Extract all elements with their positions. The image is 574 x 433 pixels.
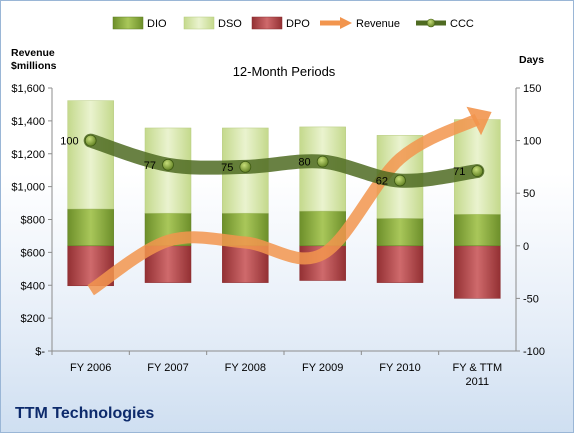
ccc-data-label: 80: [298, 157, 310, 169]
bar-dpo: [376, 245, 424, 283]
legend-marker-ccc: [426, 18, 436, 28]
left-tick-label: $1,200: [11, 149, 45, 161]
left-tick-label: $200: [21, 313, 45, 325]
legend: DIO DSO DPO Revenue CCC: [112, 16, 474, 30]
left-tick-label: $-: [35, 346, 45, 358]
left-axis-label-line1: Revenue: [11, 47, 55, 59]
ccc-data-label: 75: [221, 162, 233, 174]
right-tick-label: 50: [523, 188, 535, 200]
left-tick-label: $600: [21, 247, 45, 259]
bar-group: [67, 100, 501, 299]
left-axis-label-line2: $millions: [11, 60, 57, 72]
ccc-point: [471, 165, 484, 178]
x-tick-label: FY 2007: [147, 362, 188, 374]
legend-swatch-dio: [112, 16, 144, 30]
ccc-point: [316, 155, 329, 168]
left-tick-label: $400: [21, 280, 45, 292]
revenue-arrowhead: [466, 106, 492, 136]
bar-dso: [67, 100, 114, 210]
right-tick-label: 150: [523, 83, 541, 95]
bar-dio: [67, 208, 114, 247]
right-tick-label: 100: [523, 136, 541, 148]
chart-title: 12-Month Periods: [233, 64, 336, 79]
ccc-point: [239, 160, 252, 173]
bar-dio: [454, 213, 501, 247]
left-tick-label: $800: [21, 215, 45, 227]
axis-ticks: $- $200 $400 $600 $800 $1,000 $1,200 $1,400 $1,6…: [11, 83, 545, 388]
legend-label-dio: DIO: [147, 18, 167, 30]
x-tick-label: FY 2006: [70, 362, 111, 374]
revenue-line: [87, 113, 481, 296]
x-tick-label-line2: 2011: [466, 376, 490, 388]
legend-swatch-dpo: [251, 16, 283, 30]
ccc-point: [162, 158, 174, 171]
right-axis-label: Days: [519, 54, 544, 66]
ccc-point: [394, 174, 406, 187]
right-tick-label: 0: [523, 241, 529, 253]
ccc-data-label: 71: [453, 166, 465, 178]
ccc-series: 100 77 75 80 62 71: [60, 133, 485, 188]
x-tick-label: FY & TTM: [452, 362, 502, 374]
x-tick-label: FY 2009: [302, 362, 343, 374]
ccc-point: [84, 134, 97, 147]
legend-label-dso: DSO: [218, 18, 242, 30]
x-tick-label: FY 2008: [225, 362, 266, 374]
bar-dio: [376, 218, 424, 247]
left-tick-label: $1,000: [11, 182, 45, 194]
legend-label-revenue: Revenue: [356, 18, 400, 30]
company-name: TTM Technologies: [15, 405, 155, 422]
legend-label-dpo: DPO: [286, 18, 310, 30]
ccc-data-label: 100: [60, 136, 78, 148]
legend-label-ccc: CCC: [450, 18, 474, 30]
ccc-data-label: 62: [376, 176, 388, 188]
left-tick-label: $1,400: [11, 116, 45, 128]
right-tick-label: -100: [523, 346, 545, 358]
legend-arrowhead-revenue: [340, 17, 352, 29]
x-tick-label: FY 2010: [379, 362, 420, 374]
left-tick-label: $1,600: [11, 83, 45, 95]
revenue-series: [87, 106, 492, 296]
bar-dpo: [454, 245, 501, 299]
right-tick-label: -50: [523, 293, 539, 305]
legend-swatch-dso: [183, 16, 215, 30]
ccc-data-label: 77: [144, 160, 156, 172]
